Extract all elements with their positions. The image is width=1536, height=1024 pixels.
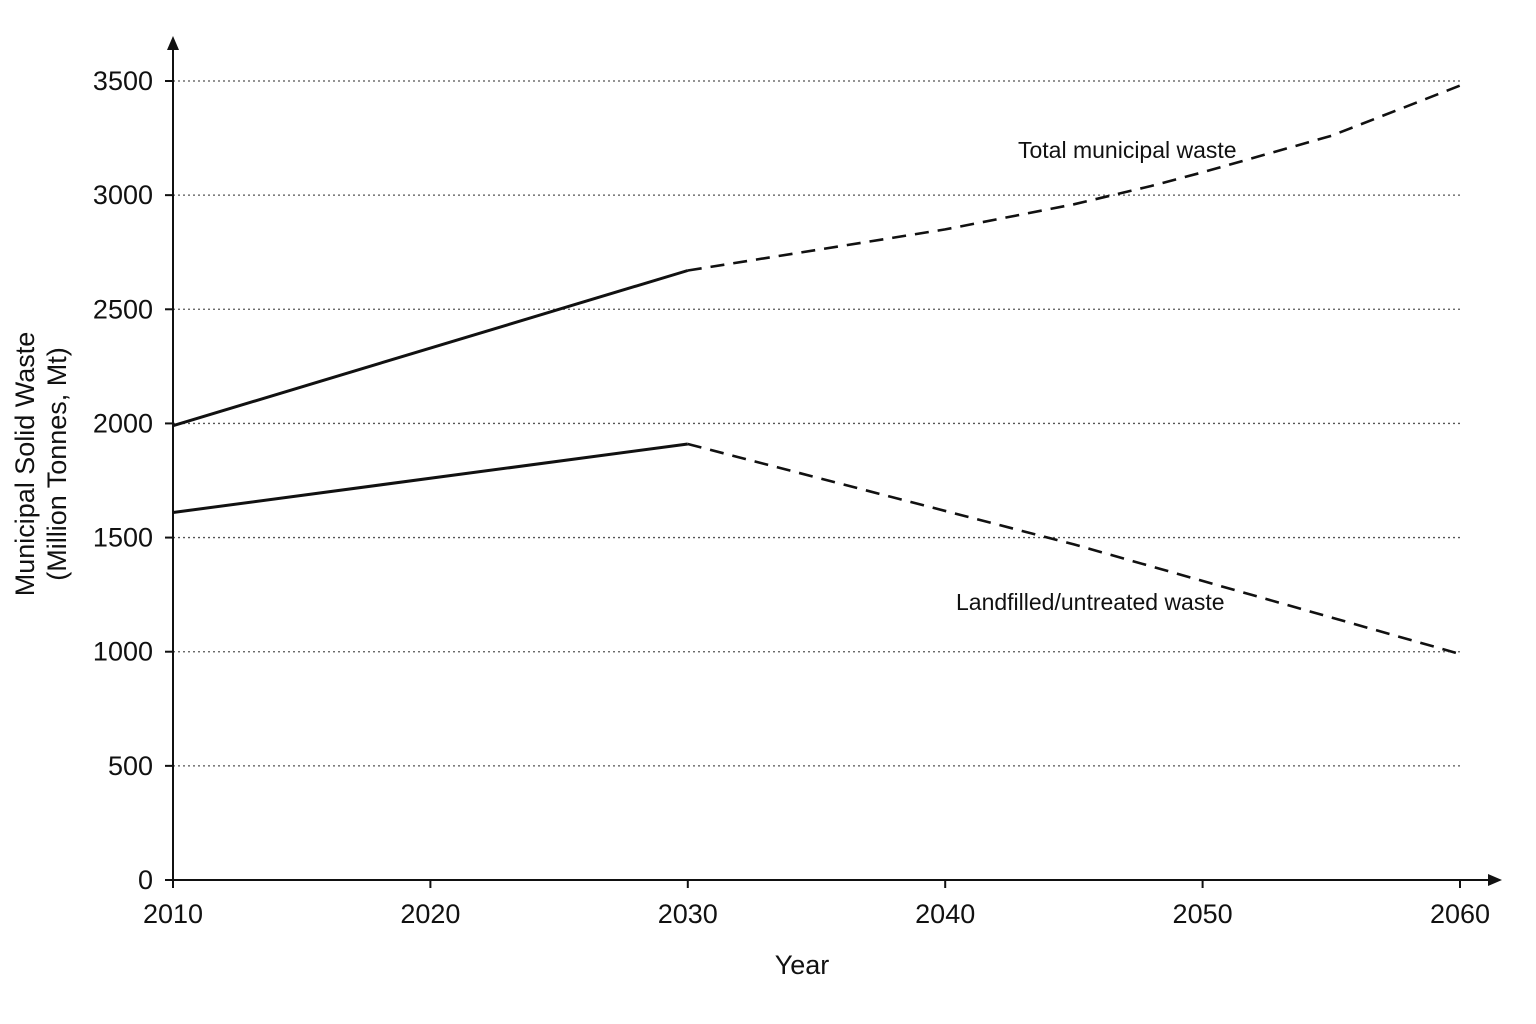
y-tick-label-0: 0 bbox=[138, 865, 153, 895]
gridlines bbox=[173, 80, 1460, 767]
x-tick-label-2020: 2020 bbox=[400, 899, 460, 929]
series-line-landfilled-untreated-waste-observed bbox=[172, 442, 688, 514]
y-axis-arrow bbox=[167, 36, 179, 50]
series-lines bbox=[172, 84, 1461, 656]
series-line-total-municipal-waste-observed bbox=[172, 269, 689, 428]
series-line-landfilled-untreated-waste-projected bbox=[687, 442, 1461, 656]
y-tick-label-3000: 3000 bbox=[93, 180, 153, 210]
y-tick-label-2500: 2500 bbox=[93, 294, 153, 324]
x-tick-label-2040: 2040 bbox=[915, 899, 975, 929]
y-axis-title-line1: Municipal Solid Waste bbox=[10, 332, 40, 597]
x-tick-label-2030: 2030 bbox=[658, 899, 718, 929]
axis-titles: Year Municipal Solid Waste (Million Tonn… bbox=[10, 332, 829, 980]
axes bbox=[167, 36, 1502, 886]
x-tick-label-2050: 2050 bbox=[1173, 899, 1233, 929]
x-tick-label-2060: 2060 bbox=[1430, 899, 1490, 929]
annotation-total-municipal-waste: Total municipal waste bbox=[1018, 137, 1237, 163]
y-tick-label-3500: 3500 bbox=[93, 66, 153, 96]
y-tick-label-1000: 1000 bbox=[93, 637, 153, 667]
y-tick-label-1500: 1500 bbox=[93, 523, 153, 553]
y-axis-title-line2: (Million Tonnes, Mt) bbox=[42, 347, 72, 581]
tick-labels: 0 500 1000 1500 2000 2500 3000 3500 2010 2020 2030… bbox=[93, 66, 1490, 929]
series-annotations: Total municipal waste Landfilled/untreat… bbox=[956, 137, 1237, 615]
y-tick-label-500: 500 bbox=[108, 751, 153, 781]
x-tick-label-2010: 2010 bbox=[143, 899, 203, 929]
x-axis-title: Year bbox=[775, 950, 830, 980]
series-line-total-municipal-waste-projected bbox=[687, 84, 1461, 272]
x-axis-arrow bbox=[1488, 874, 1502, 886]
annotation-landfilled-waste: Landfilled/untreated waste bbox=[956, 589, 1225, 615]
y-tick-label-2000: 2000 bbox=[93, 408, 153, 438]
